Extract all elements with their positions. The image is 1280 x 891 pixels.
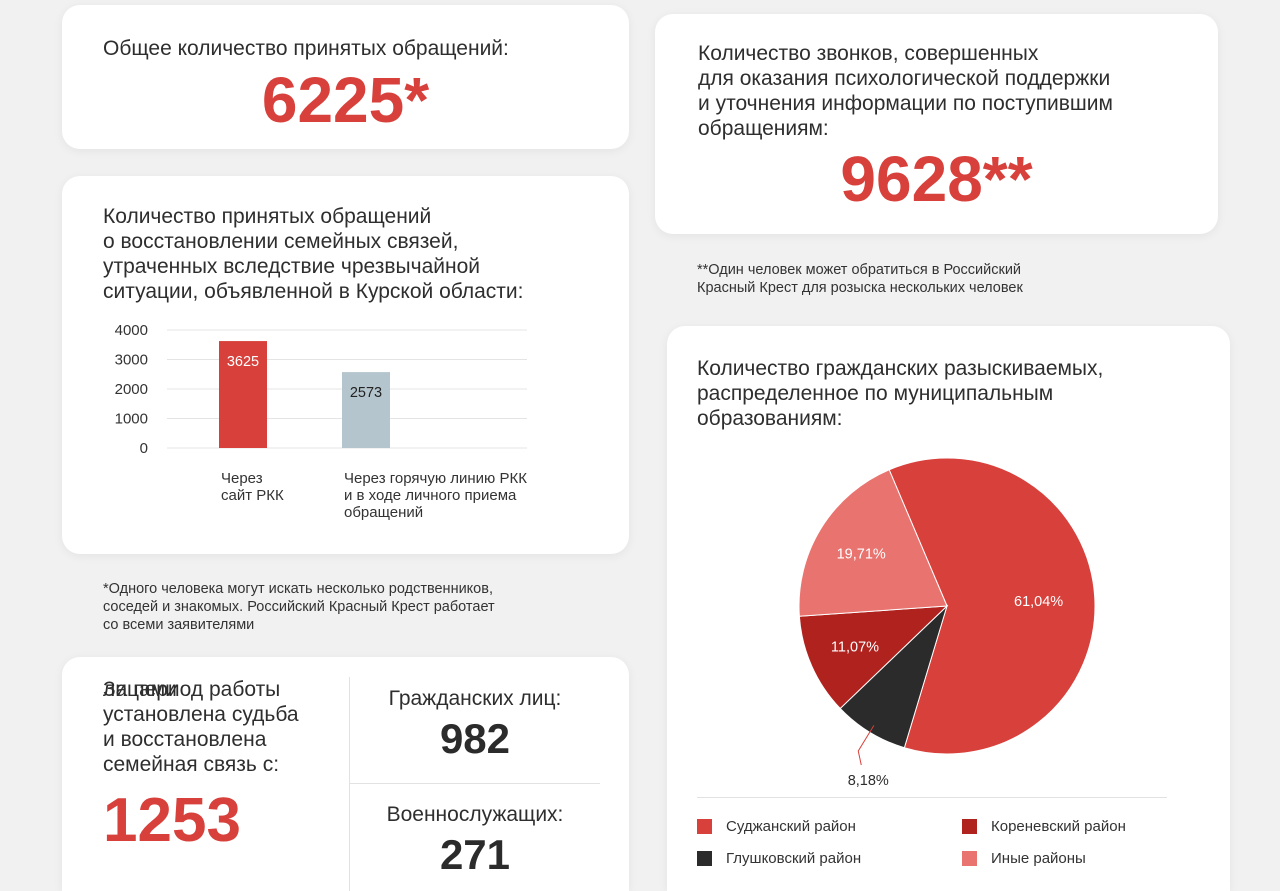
legend-item: Кореневский район: [962, 818, 1126, 835]
fate-unit-label: лицами: [103, 678, 177, 701]
pie-chart-card: Количество гражданских разыскиваемых, ра…: [667, 326, 1230, 891]
total-requests-value: 6225*: [261, 64, 430, 136]
legend-divider: [697, 797, 1167, 798]
legend-label: Кореневский район: [991, 818, 1126, 835]
legend-swatch: [962, 819, 977, 834]
civil-value: 982: [439, 715, 511, 762]
calls-card: Количество звонков, совершенных для оказ…: [655, 14, 1218, 234]
fate-total-value: 1253: [103, 786, 241, 855]
y-tick-label: 0: [140, 440, 148, 457]
legend-swatch: [962, 851, 977, 866]
fate-established-card: За период работы установлена судьба и во…: [62, 657, 629, 891]
pie-chart: 61,04% 8,18% 11,07% 19,71%: [798, 457, 1096, 789]
pie-slice-label: 11,07%: [831, 640, 879, 656]
pie-slice: [888, 457, 1096, 755]
y-tick-label: 1000: [115, 411, 148, 428]
legend-label: Суджанский район: [726, 818, 856, 835]
total-requests-label: Общее количество принятых обращений:: [103, 37, 509, 60]
legend-swatch: [697, 819, 712, 834]
fate-label: За период работы установлена судьба и во…: [103, 678, 299, 776]
restore-chart-title: Количество принятых обращений о восстано…: [103, 205, 524, 303]
footnote-single-star: *Одного человека могут искать несколько …: [103, 581, 495, 633]
total-requests-card: Общее количество принятых обращений: 622…: [62, 5, 629, 149]
bar-value-label: 3625: [227, 354, 259, 370]
footnote-double-star: **Один человек может обратиться в Россий…: [697, 262, 1023, 296]
horizontal-divider: [350, 783, 600, 784]
pie-chart-title: Количество гражданских разыскиваемых, ра…: [697, 357, 1104, 430]
pie-slice: [798, 605, 949, 710]
pie-leader-line: [857, 725, 875, 766]
y-tick-label: 2000: [115, 381, 148, 398]
legend-item: Глушковский район: [697, 850, 861, 867]
military-value: 271: [439, 831, 511, 878]
vertical-divider: [349, 677, 350, 891]
legend-item: Суджанский район: [697, 818, 856, 835]
pie-slice-label: 61,04%: [1014, 594, 1063, 610]
civil-label: Гражданских лиц:: [388, 687, 562, 710]
legend-label: Глушковский район: [726, 850, 862, 867]
calls-value: 9628**: [840, 143, 1033, 215]
bar: [219, 341, 267, 448]
bar-chart: 0 1000 2000 3000 4000 3625 Через сайт РКК 2573 Че…: [115, 322, 528, 521]
military-label: Военнослужащих:: [386, 803, 564, 826]
calls-label: Количество звонков, совершенных для оказ…: [698, 42, 1113, 140]
x-category-label: Через горячую линию РКК и в ходе личного …: [344, 470, 527, 521]
pie-slice-label: 19,71%: [837, 546, 886, 562]
pie-slice-label: 8,18%: [848, 773, 889, 789]
bar-value-label: 2573: [350, 385, 382, 401]
legend-swatch: [697, 851, 712, 866]
restore-requests-card: Количество принятых обращений о восстано…: [62, 176, 629, 554]
legend-label: Иные районы: [991, 850, 1086, 867]
x-category-label: Через сайт РКК: [221, 470, 284, 504]
y-tick-label: 3000: [115, 352, 148, 369]
legend-item: Иные районы: [962, 850, 1086, 867]
y-tick-label: 4000: [115, 322, 148, 339]
pie-slice: [798, 469, 948, 617]
bar: [342, 372, 390, 448]
